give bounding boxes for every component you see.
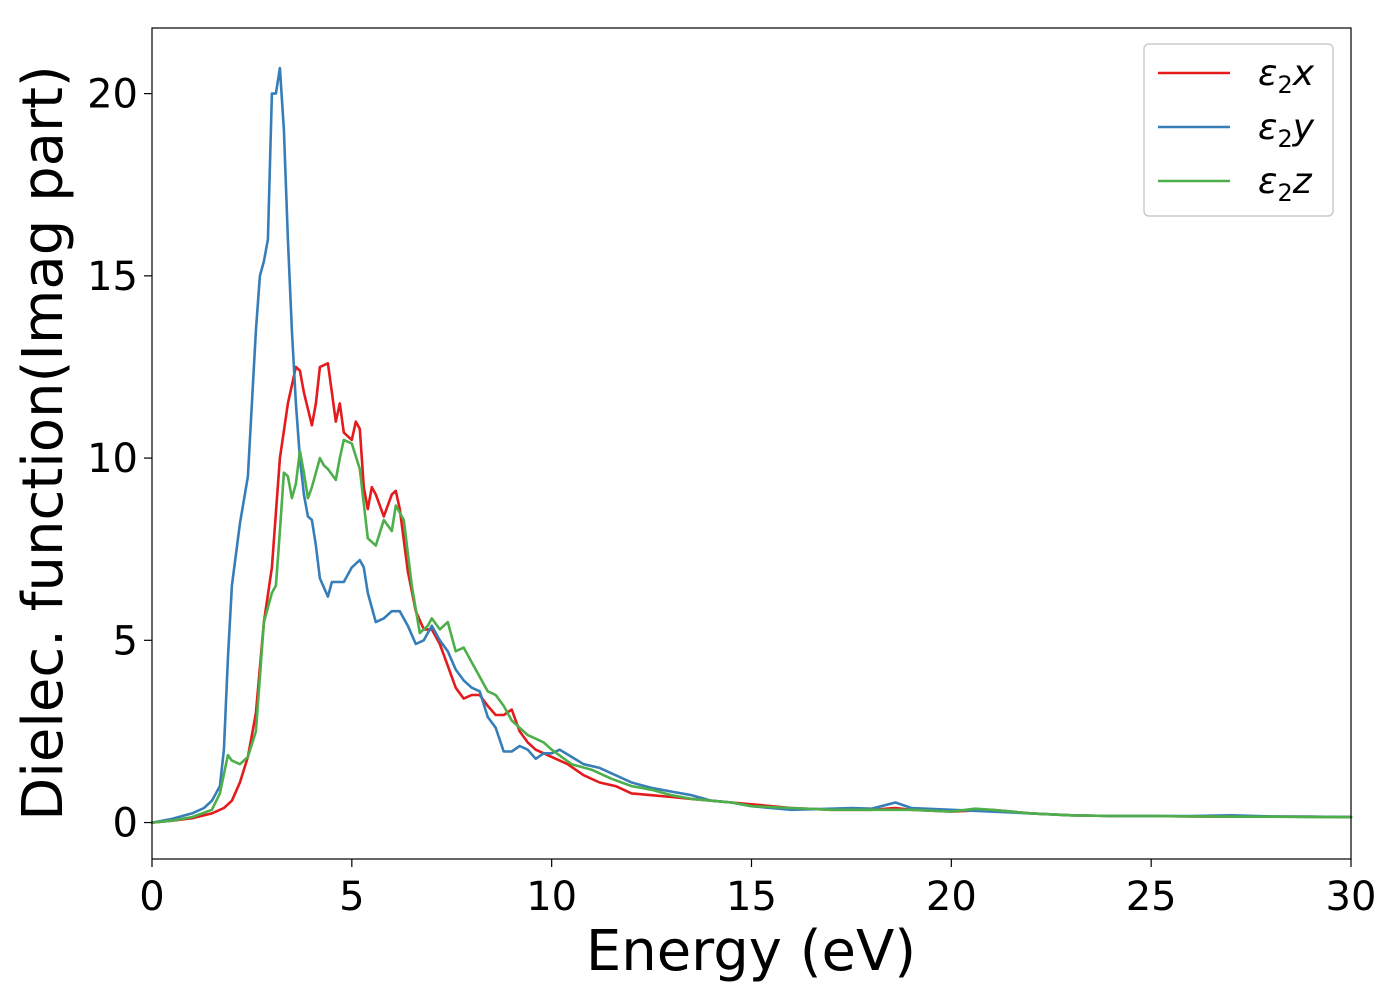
- y-tick-label: 5: [113, 618, 138, 664]
- y-tick-label: 20: [87, 72, 138, 118]
- legend-entries: ε2x ε2y ε2z: [1158, 53, 1315, 207]
- x-axis-ticks: 0 5 10 15 20 25 30: [139, 859, 1376, 920]
- series-layer: [150, 66, 1353, 824]
- y-axis-ticks: 0 5 10 15 20: [87, 72, 152, 847]
- legend: ε2x ε2y ε2z: [1143, 43, 1334, 217]
- y-tick-label: 10: [87, 436, 138, 482]
- x-tick-label: 0: [139, 874, 164, 920]
- x-tick-label: 10: [526, 874, 577, 920]
- series-line-z: [150, 438, 1353, 824]
- legend-box: [1143, 43, 1334, 217]
- legend-label-x: ε2x: [1258, 53, 1315, 99]
- x-tick-label: 20: [926, 874, 977, 920]
- y-tick-label: 0: [113, 801, 138, 847]
- legend-label-z: ε2z: [1258, 161, 1313, 207]
- x-tick-label: 15: [726, 874, 777, 920]
- y-tick-label: 15: [87, 254, 138, 300]
- x-tick-label: 30: [1326, 874, 1377, 920]
- series-line-y: [150, 66, 1353, 824]
- legend-label-y: ε2y: [1258, 107, 1315, 153]
- x-tick-label: 5: [339, 874, 364, 920]
- x-axis-label: Energy (eV): [586, 919, 916, 984]
- y-axis-label: Dielec. function(Imag part): [11, 65, 76, 821]
- x-tick-label: 25: [1126, 874, 1177, 920]
